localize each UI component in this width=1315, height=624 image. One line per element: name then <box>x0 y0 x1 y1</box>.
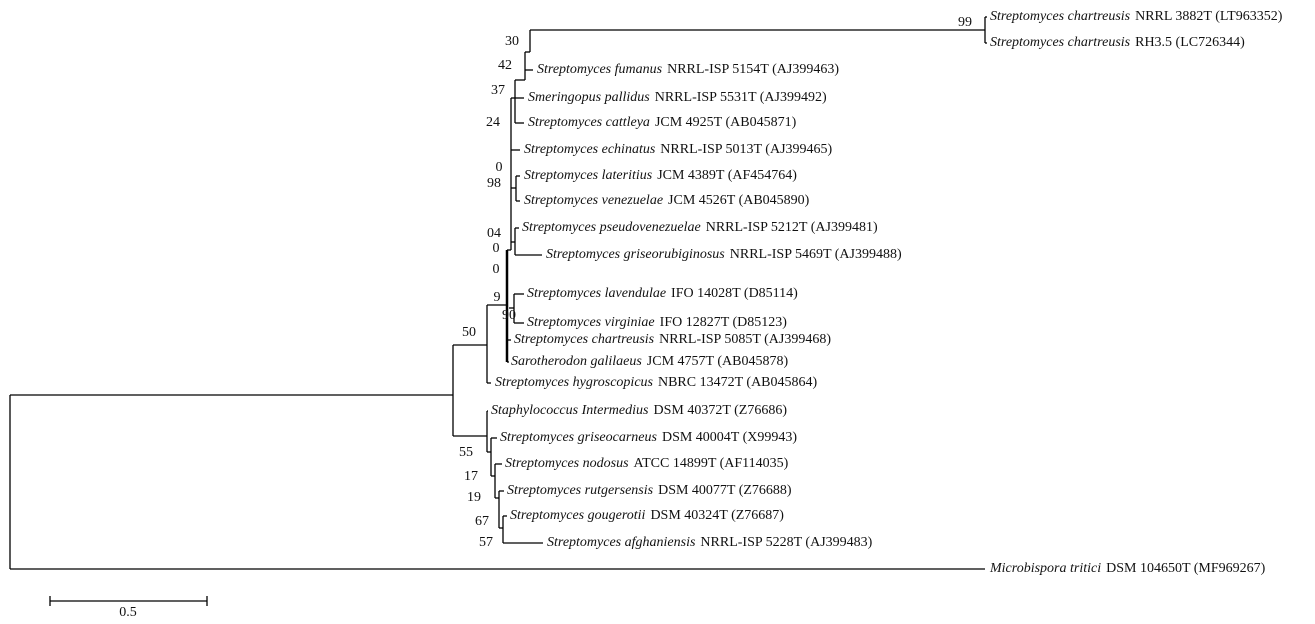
leaf-label: Staphylococcus Intermedius DSM 40372T (Z7… <box>491 403 787 418</box>
bootstrap-value: 0 <box>493 262 500 277</box>
strain: NRRL-ISP 5013T (AJ399465) <box>660 142 832 157</box>
leaf-label: Streptomyces chartreusis NRRL 3882T (LT96… <box>990 9 1283 24</box>
strain: ATCC 14899T (AF114035) <box>634 456 789 471</box>
strain: NRRL-ISP 5154T (AJ399463) <box>667 62 839 77</box>
strain: DSM 40004T (X99943) <box>662 430 797 445</box>
strain: DSM 40077T (Z76688) <box>658 483 792 498</box>
species-name: Microbispora tritici <box>989 561 1101 576</box>
species-name: Streptomyces fumanus <box>537 62 663 77</box>
strain: JCM 4757T (AB045878) <box>647 354 789 369</box>
species-name: Streptomyces lateritius <box>524 168 653 183</box>
species-name: Streptomyces nodosus <box>505 456 629 471</box>
strain: DSM 40324T (Z76687) <box>650 508 784 523</box>
leaf-label: Streptomyces echinatus NRRL-ISP 5013T (AJ… <box>524 142 833 157</box>
bootstrap-value: 0 <box>496 160 503 175</box>
species-name: Streptomyces lavendulae <box>527 286 666 301</box>
leaf-label: Streptomyces cattleya JCM 4925T (AB045871… <box>528 115 797 130</box>
species-name: Streptomyces pseudovenezuelae <box>522 220 701 235</box>
bootstrap-value: 98 <box>487 176 501 191</box>
bootstrap-value: 99 <box>958 15 972 30</box>
strain: IFO 12827T (D85123) <box>660 315 788 330</box>
leaf-label: Streptomyces gougerotii DSM 40324T (Z7668… <box>510 508 784 523</box>
leaf-label: Streptomyces chartreusis NRRL-ISP 5085T (… <box>514 332 831 347</box>
strain: NRRL 3882T (LT963352) <box>1135 9 1283 24</box>
leaf-label: Streptomyces griseorubiginosus NRRL-ISP 5… <box>546 247 902 262</box>
species-name: Streptomyces chartreusis <box>514 332 655 347</box>
leaf-label: Streptomyces nodosus ATCC 14899T (AF11403… <box>505 456 789 471</box>
strain: NRRL-ISP 5085T (AJ399468) <box>659 332 831 347</box>
strain: RH3.5 (LC726344) <box>1135 35 1245 50</box>
species-name: Staphylococcus Intermedius <box>491 403 649 418</box>
bootstrap-value: 04 <box>487 226 501 241</box>
branches <box>9 16 987 570</box>
leaf-label: Smeringopus pallidus NRRL-ISP 5531T (AJ39… <box>528 90 827 105</box>
leaf-label: Streptomyces chartreusis RH3.5 (LC726344) <box>990 35 1245 50</box>
leaf-label: Streptomyces venezuelae JCM 4526T (AB0458… <box>524 193 810 208</box>
leaf-label: Streptomyces rutgersensis DSM 40077T (Z76… <box>507 483 792 498</box>
scale-label: 0.5 <box>119 605 137 620</box>
strain: NBRC 13472T (AB045864) <box>658 375 818 390</box>
strain: NRRL-ISP 5469T (AJ399488) <box>730 247 902 262</box>
bootstrap-value: 67 <box>475 514 489 529</box>
strain: DSM 104650T (MF969267) <box>1106 561 1266 576</box>
species-name: Streptomyces afghaniensis <box>547 535 696 550</box>
leaf-label: Streptomyces hygroscopicus NBRC 13472T (A… <box>495 375 818 390</box>
species-name: Streptomyces cattleya <box>528 115 650 130</box>
species-name: Streptomyces griseocarneus <box>500 430 657 445</box>
strain: JCM 4526T (AB045890) <box>668 193 810 208</box>
species-name: Streptomyces hygroscopicus <box>495 375 654 390</box>
leaf-label: Streptomyces afghaniensis NRRL-ISP 5228T … <box>547 535 873 550</box>
leaf-label: Sarotherodon galilaeus JCM 4757T (AB04587… <box>511 354 788 369</box>
species-name: Streptomyces rutgersensis <box>507 483 654 498</box>
leaf-label: Streptomyces griseocarneus DSM 40004T (X9… <box>500 430 797 445</box>
leaf-label: Streptomyces virginiae IFO 12827T (D85123… <box>527 315 787 330</box>
leaf-label: Streptomyces pseudovenezuelae NRRL-ISP 52… <box>522 220 878 235</box>
bootstrap-value: 57 <box>479 535 493 550</box>
species-name: Smeringopus pallidus <box>528 90 650 105</box>
strain: NRRL-ISP 5228T (AJ399483) <box>700 535 872 550</box>
bootstrap-value: 50 <box>462 325 476 340</box>
bootstrap-value: 24 <box>486 115 500 130</box>
bootstrap-value: 17 <box>464 469 478 484</box>
strain: NRRL-ISP 5531T (AJ399492) <box>655 90 827 105</box>
bootstrap-value: 55 <box>459 445 473 460</box>
leaf-label: Streptomyces lateritius JCM 4389T (AF4547… <box>524 168 797 183</box>
scale-bar: 0.5 <box>49 596 208 620</box>
species-name: Streptomyces virginiae <box>527 315 655 330</box>
bootstrap-value: 90 <box>502 308 516 323</box>
species-name: Streptomyces chartreusis <box>990 9 1131 24</box>
strain: IFO 14028T (D85114) <box>671 286 798 301</box>
strain: DSM 40372T (Z76686) <box>653 403 787 418</box>
strain: NRRL-ISP 5212T (AJ399481) <box>706 220 878 235</box>
bootstrap-value: 37 <box>491 83 505 98</box>
strain: JCM 4389T (AF454764) <box>657 168 797 183</box>
bootstrap-value: 9 <box>494 290 501 305</box>
bootstrap-value: 19 <box>467 490 481 505</box>
species-name: Streptomyces gougerotii <box>510 508 646 523</box>
bootstrap-value: 30 <box>505 34 519 49</box>
leaf-label: Streptomyces lavendulae IFO 14028T (D8511… <box>527 286 798 301</box>
leaf-label: Microbispora tritici DSM 104650T (MF96926… <box>989 561 1266 576</box>
species-name: Streptomyces venezuelae <box>524 193 663 208</box>
species-name: Streptomyces chartreusis <box>990 35 1131 50</box>
species-name: Sarotherodon galilaeus <box>511 354 642 369</box>
leaf-label: Streptomyces fumanus NRRL-ISP 5154T (AJ39… <box>537 62 839 77</box>
bootstrap-value: 0 <box>493 241 500 256</box>
strain: JCM 4925T (AB045871) <box>655 115 797 130</box>
species-name: Streptomyces echinatus <box>524 142 656 157</box>
species-name: Streptomyces griseorubiginosus <box>546 247 725 262</box>
bootstrap-value: 42 <box>498 58 512 73</box>
